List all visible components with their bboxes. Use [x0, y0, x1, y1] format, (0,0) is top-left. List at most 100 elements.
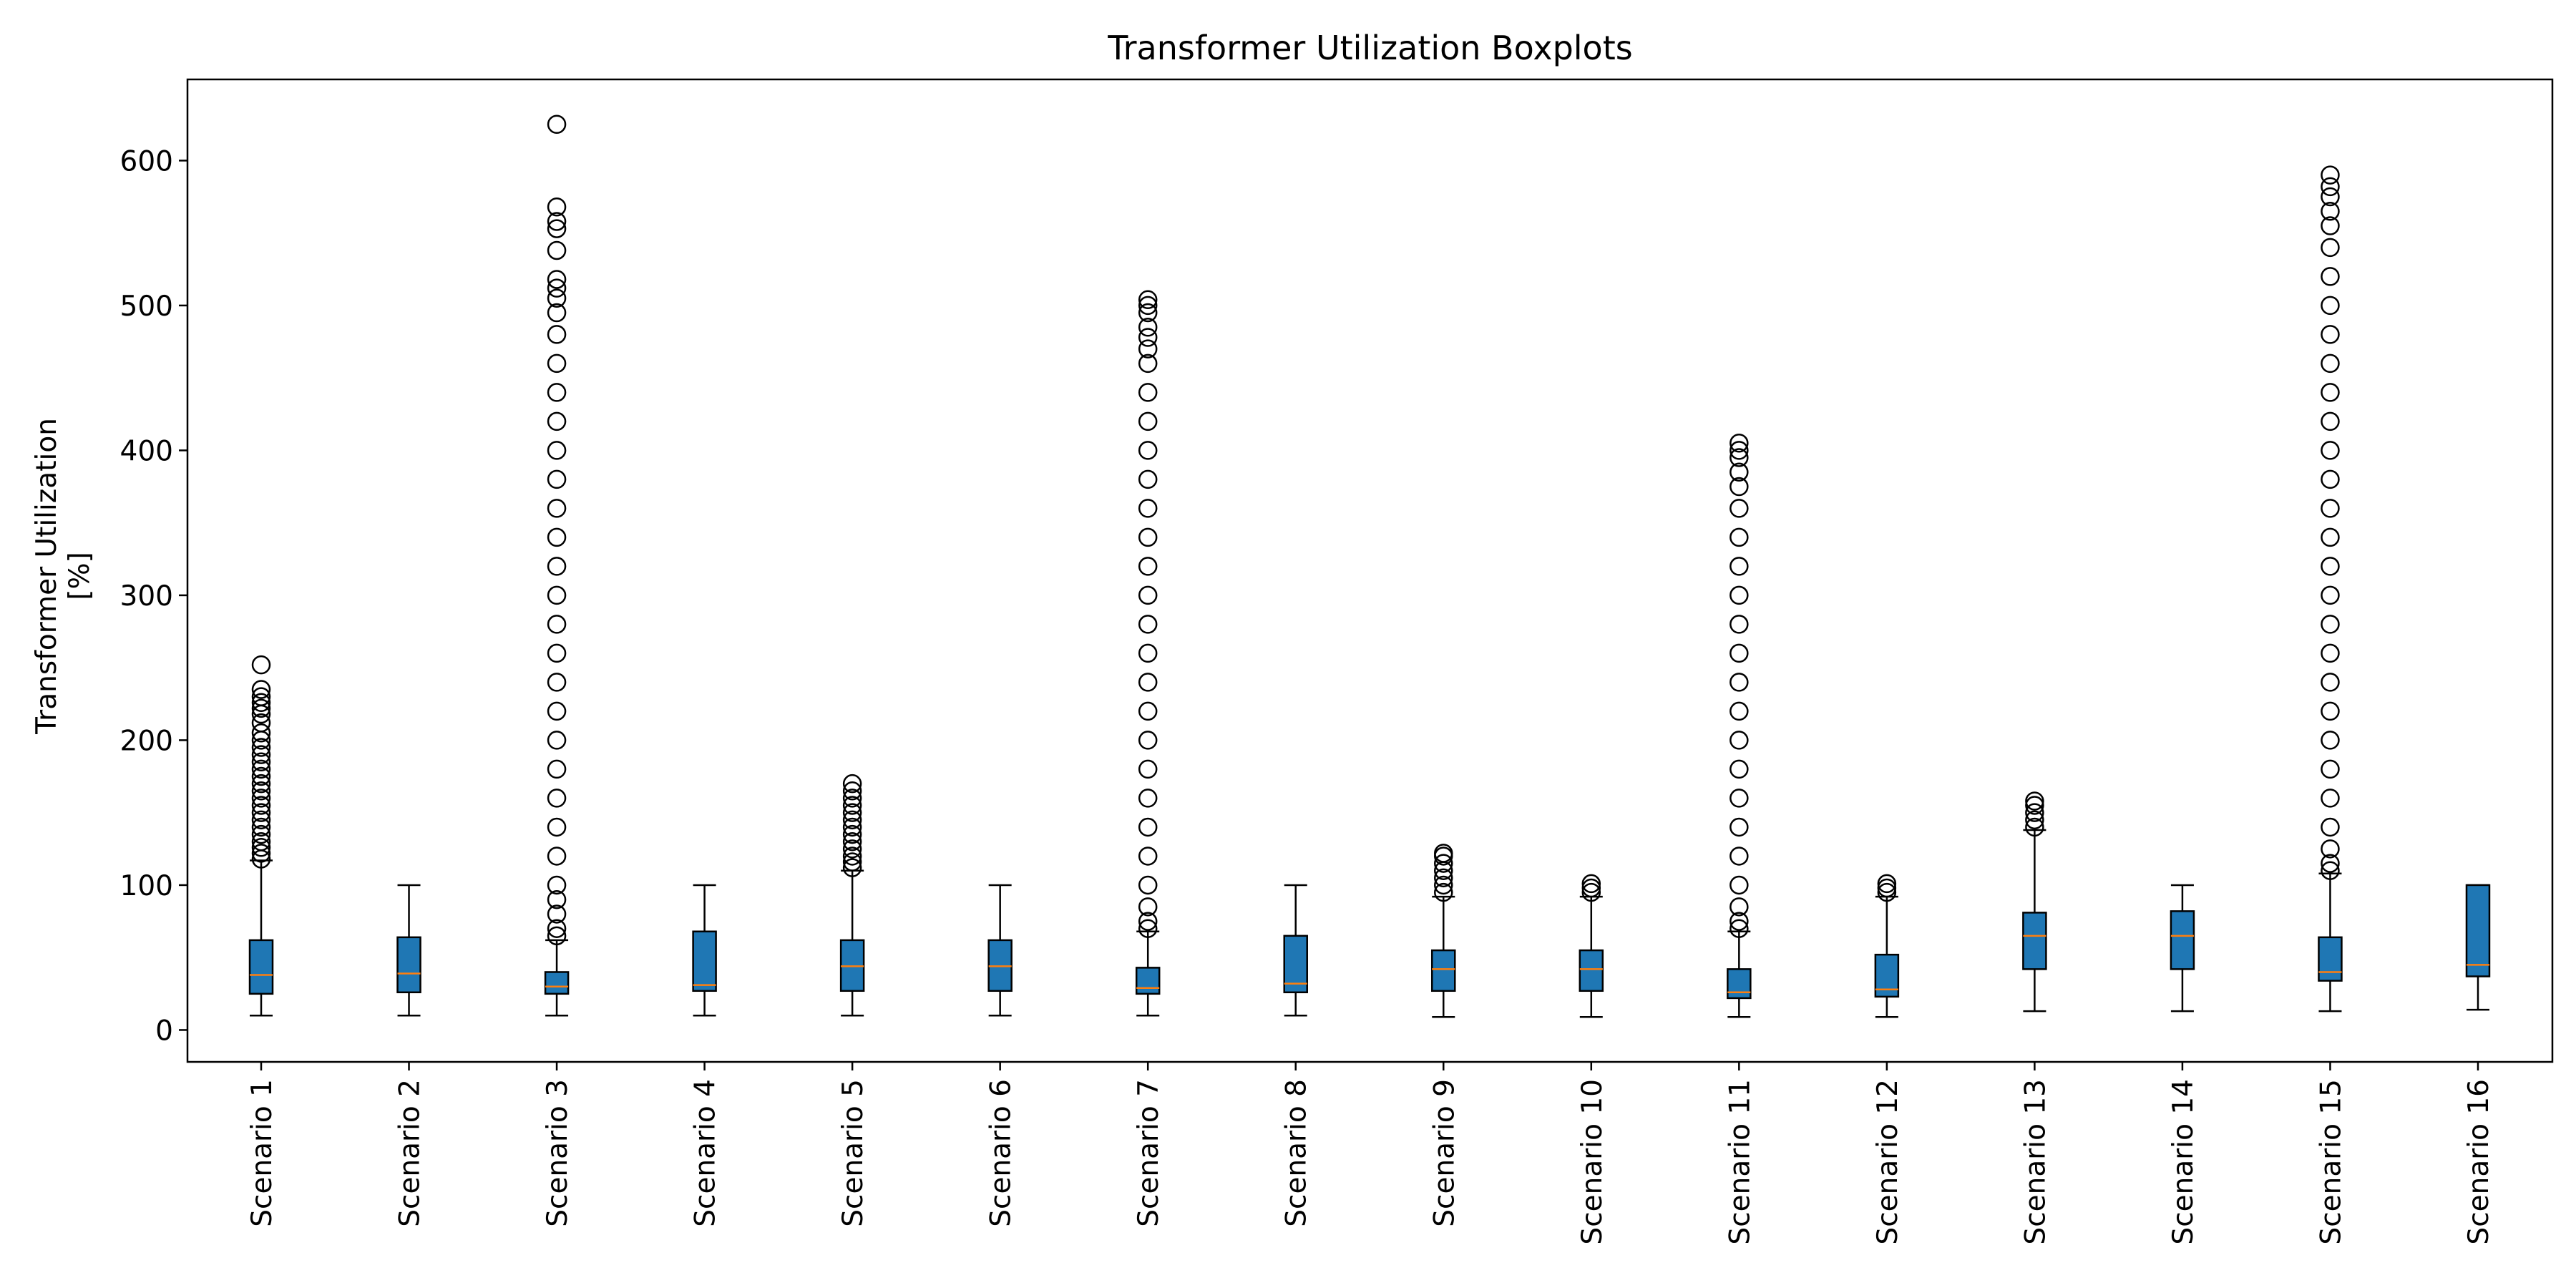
outlier-point [547, 673, 567, 692]
box-iqr [248, 939, 274, 995]
outlier-point [547, 353, 567, 374]
outlier-point [2321, 585, 2340, 605]
outlier-point [1434, 854, 1453, 873]
outlier-point [251, 838, 271, 857]
outlier-point [2321, 861, 2340, 880]
y-tick-label: 0 [155, 1015, 173, 1047]
outlier-point [1729, 557, 1749, 576]
x-tick-label: Scenario 3 [542, 1079, 574, 1227]
outlier-point [547, 303, 567, 323]
outlier-point [842, 796, 862, 815]
box-group [1874, 874, 1900, 1018]
outlier-point [547, 919, 567, 938]
y-tick-label: 400 [120, 435, 173, 467]
outlier-point [842, 839, 862, 859]
outlier-point [2321, 216, 2340, 235]
outlier-point [2321, 441, 2340, 460]
box-iqr [2022, 912, 2047, 970]
box-iqr [1579, 949, 1604, 992]
outlier-point [1729, 643, 1749, 663]
outlier-point [1877, 878, 1897, 898]
outlier-point [1138, 353, 1158, 374]
outlier-point [1729, 731, 1749, 750]
outlier-point [547, 875, 567, 895]
outlier-point [547, 615, 567, 634]
outlier-point [1138, 912, 1158, 931]
outlier-point [1729, 789, 1749, 808]
outlier-point [2025, 791, 2044, 811]
outlier-point [1729, 527, 1749, 547]
x-tick-label: Scenario 14 [2167, 1079, 2200, 1245]
box-iqr [1135, 967, 1161, 995]
outlier-point [842, 781, 862, 801]
x-tick-label: Scenario 9 [1428, 1079, 1460, 1227]
outlier-point [1729, 448, 1749, 467]
outlier-point [1138, 328, 1158, 347]
outlier-point [547, 789, 567, 808]
outlier-point [1877, 882, 1897, 902]
outlier-point [1138, 847, 1158, 866]
plot-frame [186, 78, 2554, 1063]
outlier-point [547, 731, 567, 750]
outlier-point [1138, 290, 1158, 310]
y-axis-label-line-1: Transformer Utilization [31, 418, 63, 735]
box-group [839, 774, 865, 1017]
outlier-point [1729, 462, 1749, 482]
outlier-point [251, 844, 271, 863]
outlier-point [1581, 874, 1601, 894]
outlier-point [1581, 878, 1601, 898]
outlier-point [547, 926, 567, 946]
outlier-point [2321, 817, 2340, 837]
outlier-point [2321, 353, 2340, 374]
outlier-point [547, 383, 567, 402]
outlier-point [2321, 673, 2340, 692]
box-group [544, 114, 570, 1017]
outlier-point [1138, 731, 1158, 750]
outlier-point [1729, 897, 1749, 917]
outlier-point [251, 774, 271, 794]
box-group [1135, 290, 1161, 1017]
outlier-point [1138, 303, 1158, 323]
outlier-point [251, 803, 271, 822]
outlier-point [2321, 789, 2340, 808]
outlier-point [842, 831, 862, 852]
outlier-point [1434, 868, 1453, 888]
outlier-point [842, 817, 862, 837]
outlier-point [547, 278, 567, 298]
box-group [2022, 791, 2047, 1013]
box-group [2170, 884, 2195, 1013]
box-group [2465, 884, 2491, 1011]
outlier-point [251, 693, 271, 713]
outlier-point [2321, 165, 2340, 185]
x-tick-label: Scenario 13 [2019, 1079, 2051, 1245]
outlier-point [547, 411, 567, 431]
outlier-point [2321, 238, 2340, 258]
outlier-point [547, 288, 567, 308]
box-iqr [1874, 953, 1900, 998]
outlier-point [547, 197, 567, 217]
outlier-point [2321, 187, 2340, 207]
outlier-point [251, 745, 271, 764]
outlier-point [1138, 296, 1158, 316]
outlier-point [547, 469, 567, 489]
outlier-point [1434, 875, 1453, 895]
outlier-point [251, 789, 271, 808]
x-tick-label: Scenario 16 [2463, 1079, 2495, 1245]
outlier-point [547, 889, 567, 909]
x-tick-label: Scenario 1 [246, 1079, 278, 1227]
outlier-point [2025, 810, 2044, 830]
outlier-point [2321, 854, 2340, 873]
outlier-point [1138, 339, 1158, 358]
box-group [987, 884, 1013, 1017]
outlier-point [2321, 202, 2340, 221]
boxes [248, 114, 2491, 1018]
y-tick-label: 200 [120, 725, 173, 757]
outlier-point [547, 759, 567, 779]
outlier-point [1729, 441, 1749, 460]
box-iqr [692, 930, 717, 992]
box-iqr [2318, 936, 2343, 982]
outlier-point [251, 723, 271, 743]
outlier-point [547, 441, 567, 460]
box-iqr [1727, 968, 1752, 1000]
